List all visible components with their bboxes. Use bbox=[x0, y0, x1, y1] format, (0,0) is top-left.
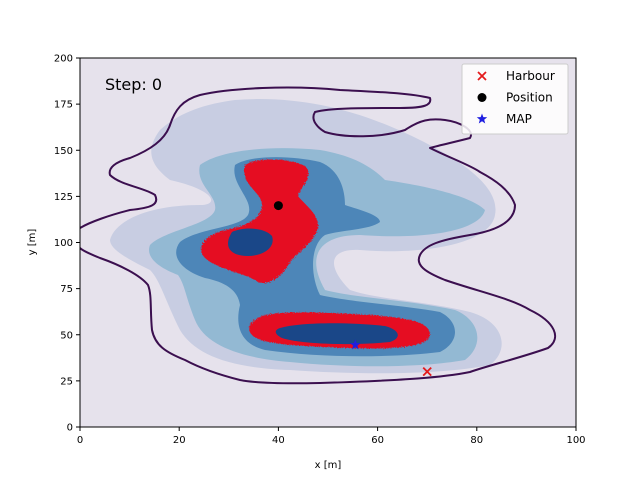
legend-position-label: Position bbox=[506, 91, 553, 105]
legend: Harbour Position MAP bbox=[461, 63, 569, 135]
legend-position-marker bbox=[477, 93, 487, 102]
x-tick-label: 100 bbox=[566, 435, 585, 446]
position-marker bbox=[273, 201, 283, 211]
x-axis-label: x [m] bbox=[315, 460, 342, 471]
step-annotation: Step: 0 bbox=[105, 75, 162, 94]
density-level-4-upper bbox=[227, 228, 273, 256]
density-peak-upper bbox=[201, 159, 319, 284]
y-axis-ticks: 0 25 50 75 100 125 150 175 200 bbox=[54, 54, 80, 434]
y-tick-label: 200 bbox=[54, 54, 73, 65]
y-tick-label: 150 bbox=[54, 146, 73, 157]
legend-box bbox=[461, 63, 569, 135]
density-level-3 bbox=[176, 157, 455, 357]
y-tick-label: 100 bbox=[54, 238, 73, 249]
x-tick-label: 20 bbox=[173, 435, 186, 446]
x-tick-label: 40 bbox=[272, 435, 285, 446]
legend-map-marker bbox=[476, 113, 488, 124]
legend-harbour-marker bbox=[477, 71, 487, 81]
y-tick-label: 75 bbox=[60, 284, 73, 295]
y-tick-label: 50 bbox=[60, 330, 73, 341]
boundary-contour bbox=[80, 86, 557, 385]
legend-harbour-label: Harbour bbox=[506, 69, 555, 83]
density-contours bbox=[110, 99, 502, 374]
y-axis-label: y [m] bbox=[27, 229, 38, 256]
y-tick-label: 25 bbox=[60, 376, 73, 387]
y-tick-label: 0 bbox=[67, 423, 73, 434]
x-tick-label: 60 bbox=[371, 435, 384, 446]
y-tick-label: 125 bbox=[54, 192, 73, 203]
density-level-4-lower bbox=[275, 323, 398, 345]
x-tick-label: 80 bbox=[470, 435, 483, 446]
x-tick-label: 0 bbox=[77, 435, 83, 446]
data-markers bbox=[273, 201, 432, 377]
legend-map-label: MAP bbox=[506, 112, 532, 126]
map-marker bbox=[350, 339, 361, 350]
x-axis-ticks: 0 20 40 60 80 100 bbox=[77, 427, 586, 446]
harbour-marker bbox=[422, 367, 432, 377]
y-tick-label: 175 bbox=[54, 100, 73, 111]
